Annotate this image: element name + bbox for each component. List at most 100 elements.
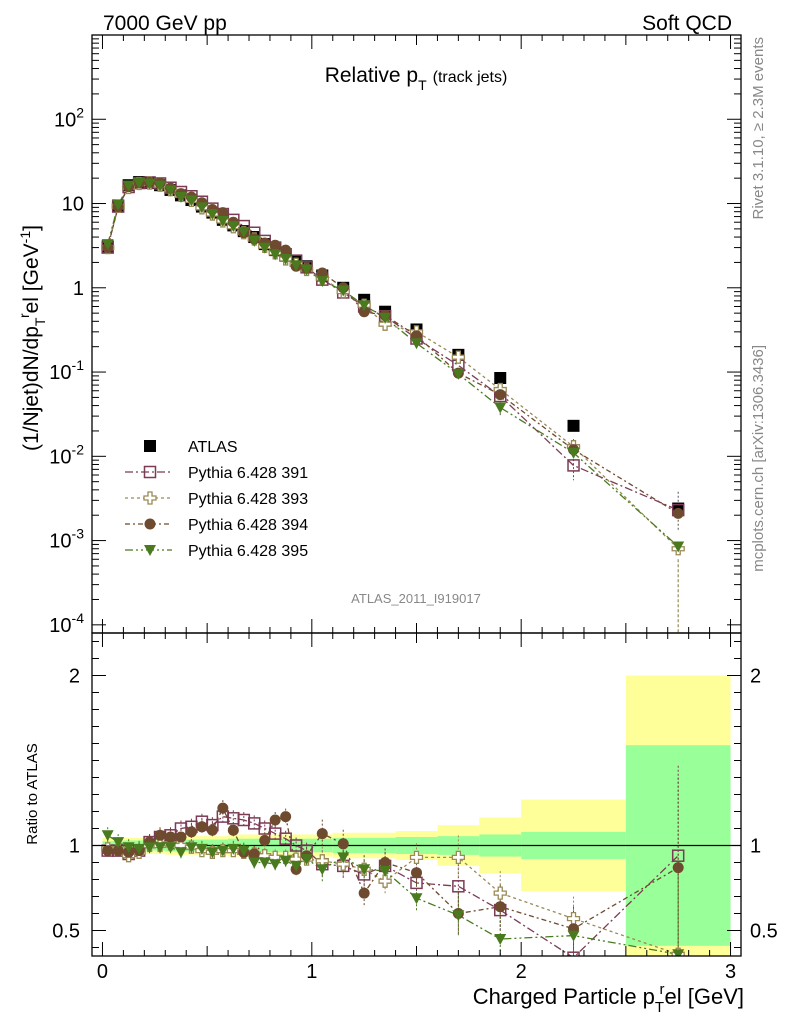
watermark: ATLAS_2011_I919017 [351,591,481,606]
data-point [196,821,208,833]
data-point [452,880,465,893]
x-axis-label: Charged Particle pTrel [GeV] [473,981,744,1016]
data-point [154,842,167,854]
data-point [409,850,424,865]
ratio-data [101,765,685,956]
y-tick-label: 10-4 [49,610,84,637]
data-point [248,857,261,869]
data-point [175,831,187,843]
data-point [185,195,198,207]
header-right: Soft QCD [642,12,732,35]
data-point [567,447,580,459]
data-point [143,491,157,505]
data-point [279,253,292,265]
data-point [133,177,146,189]
data-point [451,850,466,865]
data-point [493,886,507,900]
data-point [185,842,198,854]
data-point [567,419,580,432]
main-title: Relative pT (track jets) [325,64,508,93]
data-point [279,832,292,845]
main-data [101,176,685,633]
data-point [494,371,507,384]
data-point [410,338,423,350]
data-point [112,845,124,857]
data-point [269,239,281,251]
data-point [269,859,282,871]
data-point [122,180,135,192]
rivet-label: Rivet 3.1.10, ≥ 2.3M events [750,37,767,220]
data-point [143,842,156,854]
data-point [122,842,135,854]
data-point [452,368,465,380]
x-tick-label: 3 [725,961,736,983]
data-point [452,910,465,922]
data-point [144,440,156,452]
data-point [316,864,329,876]
y-tick-label: 10-1 [49,357,84,384]
data-point [280,244,292,256]
y-tick-label: 2 [69,666,80,688]
data-point [316,276,329,288]
data-point [258,857,271,869]
data-point [227,221,240,233]
y-tick-label: 102 [54,104,84,131]
data-point [379,857,391,868]
x-tick-label: 2 [516,961,527,983]
data-point [378,874,392,888]
data-point [672,862,684,874]
data-point [672,541,685,553]
data-point [102,845,114,857]
data-point [216,845,229,857]
data-point [258,242,271,254]
y-tick-label-right: 2 [750,666,761,688]
data-point [144,518,156,530]
data-point [269,249,282,261]
data-point [280,811,292,823]
data-point [248,235,261,247]
data-point [358,864,371,876]
legend-label: Pythia 6.428 395 [188,543,308,560]
data-point [337,838,349,850]
data-point [567,930,580,942]
data-point [237,845,250,857]
data-point [154,829,166,841]
mcplots-label: mcplots.cern.ch [arXiv:1306.3436] [750,345,767,572]
data-point [672,949,685,956]
data-point [410,893,423,905]
data-point [101,830,114,842]
data-point [378,317,392,331]
data-point [566,911,581,926]
data-point [195,202,208,214]
data-point [227,843,240,855]
data-point [279,855,292,867]
data-point [165,831,177,843]
data-point [112,837,125,849]
ratio-y-label: Ratio to ATLAS [24,743,41,844]
legend-label: Pythia 6.428 391 [188,465,308,482]
data-point [206,824,218,836]
data-point [379,866,392,877]
y-tick-label: 0.5 [52,921,80,943]
data-point [227,824,239,836]
y-tick-label: 10 [62,194,84,216]
data-point [316,267,328,279]
data-point [259,834,271,846]
data-point [217,207,229,219]
data-point [237,226,250,238]
data-point [358,300,371,312]
data-point [290,860,303,872]
legend-label: Pythia 6.428 393 [188,491,308,508]
y-tick-label: 1 [69,836,80,858]
data-point [567,459,580,472]
data-point [101,239,114,251]
y-tick-label: 10-2 [49,441,84,468]
data-point [174,847,187,859]
data-point [316,828,328,840]
data-point [195,843,208,855]
data-point [451,350,466,364]
data-point [185,826,197,838]
data-point [164,185,177,197]
data-point [300,264,313,276]
series-line [107,181,679,514]
